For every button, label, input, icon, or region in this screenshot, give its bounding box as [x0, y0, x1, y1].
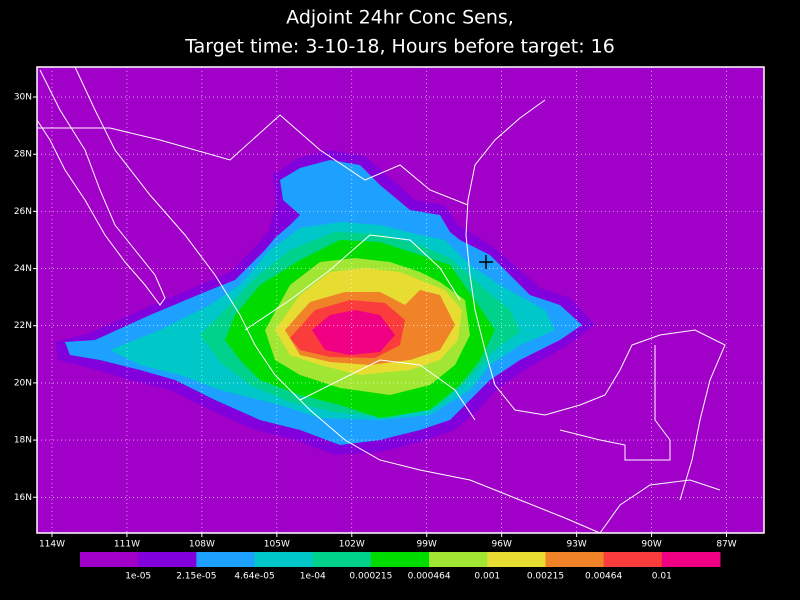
- x-tick-label: 102W: [339, 540, 365, 550]
- colorbar-label: 0.00464: [585, 572, 622, 582]
- y-tick-label: 28N: [14, 150, 32, 160]
- colorbar-label: 2.15e-05: [176, 572, 216, 582]
- y-tick-label: 20N: [14, 378, 32, 388]
- colorbar-label: 0.001: [474, 572, 500, 582]
- colorbar-box: [370, 552, 430, 567]
- colorbar-box: [429, 552, 488, 567]
- grid: [37, 67, 764, 533]
- colorbar-box: [196, 552, 256, 567]
- colorbar-label: 0.01: [652, 572, 672, 582]
- colorbar-label: 0.00215: [527, 572, 564, 582]
- colorbar-box: [603, 552, 663, 567]
- map-frame: [36, 66, 765, 534]
- contour-bands: [55, 150, 595, 455]
- y-tick-label: 30N: [14, 93, 32, 103]
- colorbar-box: [487, 552, 546, 567]
- colorbar-box: [545, 552, 605, 567]
- coastlines: [36, 66, 726, 534]
- x-tick-label: 90W: [641, 540, 661, 550]
- colorbar-box: [661, 552, 721, 567]
- x-tick-label: 111W: [114, 540, 140, 550]
- coastline: [599, 479, 721, 534]
- colorbar-label: 1e-04: [300, 572, 326, 582]
- border: [244, 234, 671, 461]
- y-tick-label: 16N: [14, 493, 32, 503]
- x-tick-label: 87W: [716, 540, 736, 550]
- contour-band: [312, 310, 395, 355]
- y-tick-label: 24N: [14, 264, 32, 274]
- y-tick-label: 26N: [14, 207, 32, 217]
- x-tick-label: 93W: [566, 540, 586, 550]
- coastline: [36, 69, 166, 306]
- colorbar-label: 0.000215: [349, 572, 392, 582]
- colorbar-label: 1e-05: [125, 572, 151, 582]
- x-tick-label: 105W: [264, 540, 290, 550]
- colorbar-box: [138, 552, 197, 567]
- map-area: [36, 66, 765, 534]
- x-tick-label: 96W: [492, 540, 512, 550]
- colorbar-box: [254, 552, 314, 567]
- x-tick-label: 108W: [189, 540, 215, 550]
- y-tick-label: 22N: [14, 321, 32, 331]
- target-marker: [479, 255, 493, 269]
- y-tick-label: 18N: [14, 436, 32, 446]
- colorbar: 1e-05 2.15e-05 4.64e-05 1e-04 0.000215 0.0004…: [80, 552, 721, 582]
- colorbar-label: 0.000464: [408, 572, 451, 582]
- coastline: [74, 66, 601, 534]
- x-tick-label: 114W: [39, 540, 65, 550]
- colorbar-box: [80, 552, 139, 567]
- title-line: Adjoint 24hr Conc Sens,: [286, 7, 514, 29]
- colorbar-label: 4.64e-05: [234, 572, 274, 582]
- border: [37, 114, 469, 206]
- title-line: Target time: 3-10-18, Hours before targe…: [184, 36, 615, 58]
- x-tick-label: 99W: [417, 540, 437, 550]
- colorbar-box: [312, 552, 372, 567]
- coastline: [465, 99, 726, 501]
